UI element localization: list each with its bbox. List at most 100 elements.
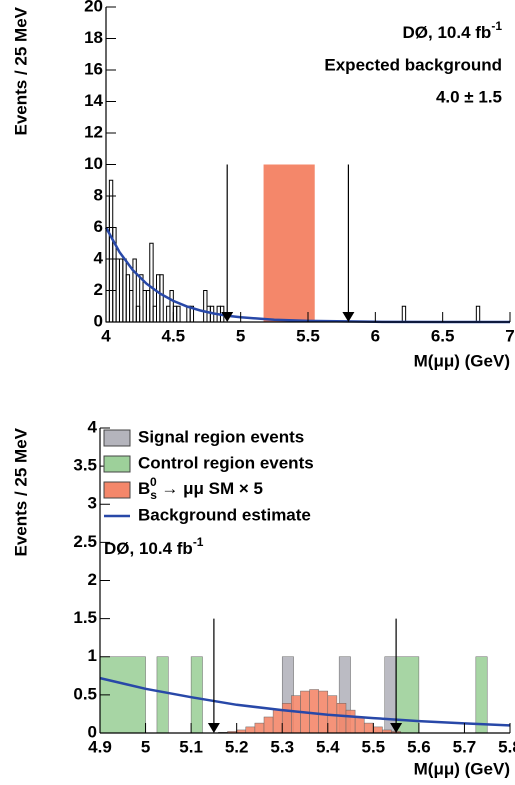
annotation: Expected background <box>324 55 502 74</box>
x-tick-label: 7 <box>505 326 514 345</box>
x-axis-label: M(μμ) (GeV) <box>414 351 510 370</box>
x-tick-label: 5.4 <box>316 737 340 756</box>
text-part: DØ, 10.4 fb <box>104 539 193 558</box>
y-tick-label: 0.5 <box>73 684 97 703</box>
y-tick-label: 10 <box>84 154 103 173</box>
arrow-head <box>342 312 355 322</box>
y-tick-label: 4 <box>88 417 98 436</box>
text-part: → μμ SM × 5 <box>157 479 263 498</box>
superscript: -1 <box>193 535 204 549</box>
y-tick-label: 20 <box>84 0 103 15</box>
x-tick-label: 6.5 <box>431 326 455 345</box>
histogram-bar <box>152 305 157 323</box>
x-axis-label: M(μμ) (GeV) <box>414 759 510 778</box>
histogram-bar <box>169 290 174 323</box>
histogram-bar <box>318 690 329 734</box>
x-tick-label: 5.3 <box>270 737 294 756</box>
y-axis-label: Events / 25 MeV <box>11 427 30 556</box>
x-tick-label: 5 <box>236 326 245 345</box>
histogram-bar <box>190 656 203 734</box>
histogram-bar <box>118 258 124 323</box>
x-tick-label: 4 <box>101 326 111 345</box>
histogram-bar <box>363 722 374 734</box>
arrow-head <box>207 723 220 733</box>
x-tick-label: 5.7 <box>453 737 477 756</box>
histogram-bar <box>159 274 164 323</box>
x-tick-label: 4.5 <box>162 326 186 345</box>
histogram-bar <box>245 726 256 734</box>
y-tick-label: 18 <box>84 28 103 47</box>
histogram-bar <box>176 305 181 323</box>
y-tick-label: 2 <box>94 280 103 299</box>
text-part: B <box>138 479 150 498</box>
histogram-bar <box>281 703 292 734</box>
histogram-bar <box>145 290 151 323</box>
y-tick-label: 6 <box>94 217 103 236</box>
histogram-bar <box>156 656 169 734</box>
subscript: s <box>150 488 157 502</box>
histogram-bar <box>206 305 211 323</box>
legend-swatch <box>103 455 131 473</box>
histogram-bar <box>108 179 114 323</box>
y-tick-label: 4 <box>94 248 104 267</box>
y-tick-label: 0 <box>94 311 103 330</box>
histogram-bar <box>254 722 265 734</box>
x-tick-label: 6 <box>371 326 380 345</box>
histogram-bar <box>172 305 178 323</box>
legend-swatch <box>103 429 131 447</box>
histogram-bar <box>132 258 137 323</box>
y-tick-label: 2.5 <box>73 532 97 551</box>
histogram-bar <box>166 305 171 323</box>
y-tick-label: 1 <box>88 646 97 665</box>
y-axis-label: Events / 25 MeV <box>11 6 30 135</box>
y-tick-label: 2 <box>88 570 97 589</box>
legend-label: Signal region events <box>138 427 304 446</box>
histogram-bar <box>135 305 141 323</box>
histogram-bar <box>139 274 144 323</box>
y-tick-label: 0 <box>88 722 97 741</box>
histogram-bar <box>125 274 131 323</box>
legend-label: Background estimate <box>138 505 311 524</box>
histogram-bar <box>354 716 365 734</box>
arrow-head <box>390 723 403 733</box>
signal-band <box>263 164 315 322</box>
x-tick-label: 5.6 <box>407 737 431 756</box>
histogram-bar <box>475 305 481 323</box>
histogram-bar <box>129 290 134 323</box>
y-tick-label: 12 <box>84 122 103 141</box>
histogram-bar <box>149 242 154 323</box>
histogram-bar <box>186 305 191 323</box>
x-tick-label: 5.1 <box>179 737 203 756</box>
legend-swatch <box>103 481 131 499</box>
histogram-bar <box>384 656 397 734</box>
y-tick-label: 3 <box>88 494 97 513</box>
histogram-bar <box>345 709 356 734</box>
legend-label: Bs0 → μμ SM × 5 <box>138 475 263 502</box>
superscript: -1 <box>491 19 502 33</box>
arrow-head <box>221 312 234 322</box>
histogram-bar <box>156 274 161 323</box>
histogram-bar <box>263 716 274 734</box>
histogram-bar <box>142 290 147 323</box>
histogram-bar <box>401 305 407 323</box>
x-tick-label: 5.8 <box>498 737 515 756</box>
text-part: DØ, 10.4 fb <box>403 23 492 42</box>
y-tick-label: 8 <box>94 185 103 204</box>
annotation: 4.0 ± 1.5 <box>436 87 502 106</box>
y-tick-label: 1.5 <box>73 608 97 627</box>
histogram-bar <box>373 726 383 734</box>
x-tick-label: 4.9 <box>88 737 112 756</box>
y-tick-label: 16 <box>84 59 103 78</box>
histogram-bar <box>122 258 127 323</box>
histogram-bar <box>336 703 347 734</box>
superscript: 0 <box>150 475 157 489</box>
annotation: DØ, 10.4 fb-1 <box>104 535 204 558</box>
y-tick-label: 3.5 <box>73 456 97 475</box>
histogram-bar <box>115 258 120 323</box>
histogram-bar <box>203 290 208 323</box>
histogram-bar <box>475 656 488 734</box>
background-curve <box>104 226 510 324</box>
histogram-bar <box>291 695 301 734</box>
x-tick-label: 5.5 <box>296 326 320 345</box>
